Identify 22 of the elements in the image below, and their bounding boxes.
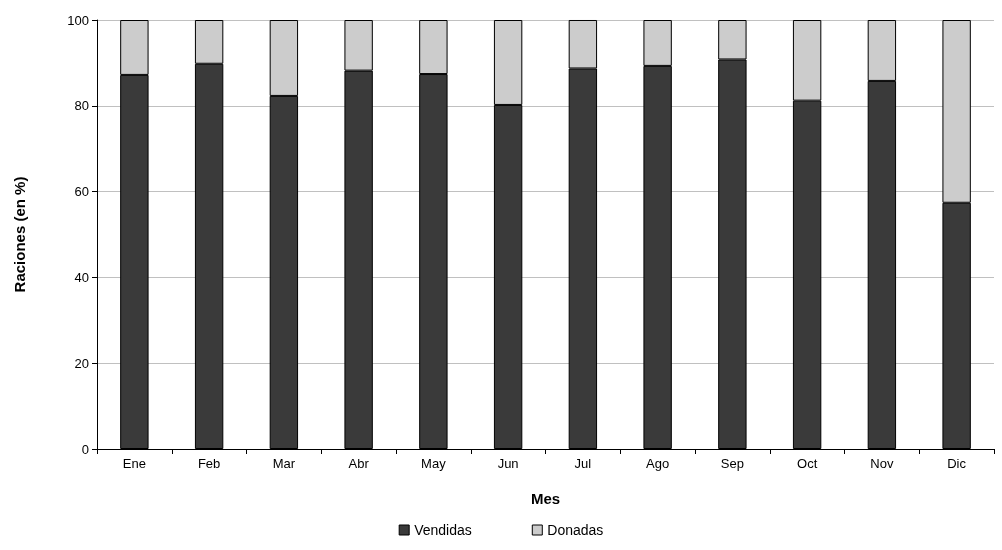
x-axis-title: Mes — [530, 490, 561, 507]
x-tick-label: Ene — [122, 456, 146, 471]
y-tick-label: 100 — [67, 12, 89, 28]
y-tick-label: 60 — [74, 184, 89, 200]
x-tick-label: Nov — [870, 456, 894, 471]
x-tick-label: Ago — [646, 456, 670, 471]
x-tick-label: Oct — [797, 456, 818, 471]
legend-label: Vendidas — [414, 522, 472, 538]
legend-label: Donadas — [547, 522, 604, 538]
x-tick-label: Feb — [197, 456, 221, 471]
x-tick-label: Sep — [720, 456, 744, 471]
y-axis-title: Raciones (en %) — [11, 176, 28, 293]
x-tick-label: May — [421, 456, 447, 471]
x-tick-label: Jun — [497, 456, 519, 471]
y-tick-label: 0 — [81, 441, 89, 457]
x-tick-label: Abr — [348, 456, 370, 471]
y-tick-label: 40 — [74, 269, 89, 285]
x-tick-label: Jul — [574, 456, 592, 471]
x-tick-label: Dic — [947, 456, 967, 471]
y-tick-label: 80 — [74, 98, 89, 114]
y-tick-label: 20 — [74, 355, 89, 371]
x-tick-label: Mar — [272, 456, 296, 471]
